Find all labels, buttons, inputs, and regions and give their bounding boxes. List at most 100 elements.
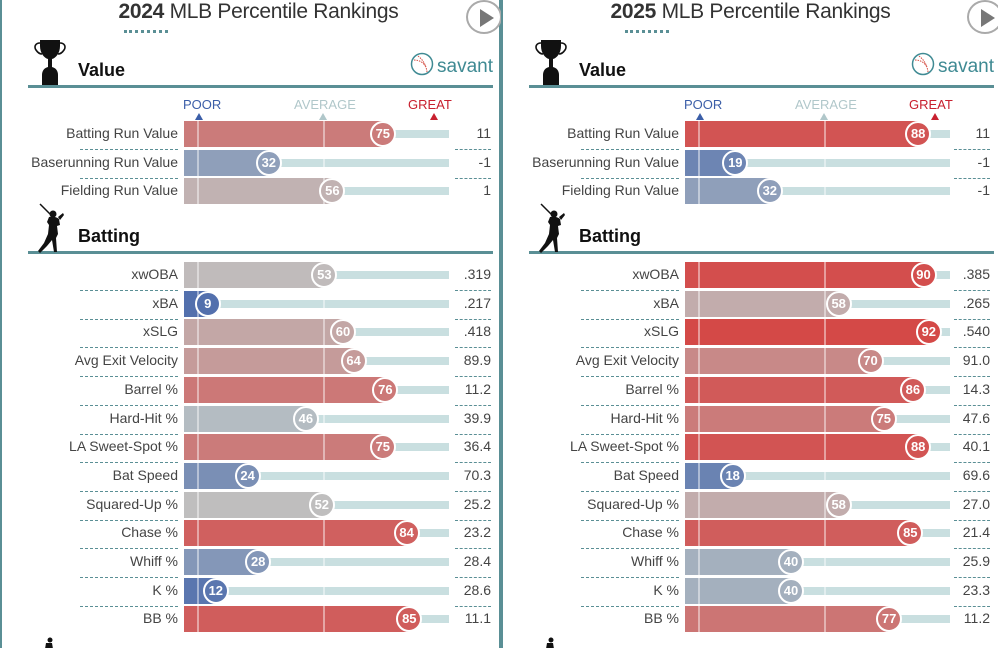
metric-row[interactable]: K % 40 23.3 xyxy=(503,577,998,607)
metric-row[interactable]: Batting Run Value 88 11 xyxy=(503,121,998,150)
metric-row[interactable]: xBA 9 .217 xyxy=(2,290,499,320)
scale-poor-marker xyxy=(696,113,704,120)
row-divider xyxy=(954,519,990,521)
metric-row[interactable]: Squared-Up % 58 27.0 xyxy=(503,491,998,521)
metric-row[interactable]: Chase % 85 21.4 xyxy=(503,520,998,550)
row-divider xyxy=(455,376,491,378)
metric-value: 11.2 xyxy=(963,610,990,627)
metric-row[interactable]: xSLG 60 .418 xyxy=(2,319,499,349)
poor-gridline xyxy=(197,348,199,375)
metric-row[interactable]: Bat Speed 18 69.6 xyxy=(503,462,998,492)
metric-row[interactable]: LA Sweet-Spot % 88 40.1 xyxy=(503,434,998,464)
metric-value: 11 xyxy=(975,125,990,141)
metric-row[interactable]: xwOBA 90 .385 xyxy=(503,262,998,291)
row-divider xyxy=(581,149,679,150)
metric-row[interactable]: xSLG 92 .540 xyxy=(503,319,998,349)
row-divider xyxy=(80,149,178,150)
metric-label: Whiff % xyxy=(130,553,178,569)
metric-row[interactable]: Avg Exit Velocity 70 91.0 xyxy=(503,348,998,378)
metric-row[interactable]: Squared-Up % 52 25.2 xyxy=(2,491,499,521)
row-divider xyxy=(80,290,178,291)
metric-label: Baserunning Run Value xyxy=(532,153,679,170)
metric-label: Whiff % xyxy=(631,553,679,569)
metric-label: Barrel % xyxy=(124,380,178,397)
metric-row[interactable]: Batting Run Value 75 11 xyxy=(2,121,499,150)
poor-gridline xyxy=(698,606,700,633)
section-header-batting: Batting xyxy=(529,203,994,254)
row-divider xyxy=(581,490,679,492)
metric-label: Barrel % xyxy=(625,380,679,397)
scale-great-label: GREAT xyxy=(408,97,452,112)
play-button[interactable] xyxy=(967,0,998,34)
metric-row[interactable]: Avg Exit Velocity 64 89.9 xyxy=(2,348,499,378)
section-header-batting: Batting xyxy=(28,203,493,254)
average-gridline xyxy=(824,577,826,604)
row-divider xyxy=(80,462,178,464)
savant-link[interactable]: savant xyxy=(410,52,493,82)
metric-value: .319 xyxy=(463,266,491,282)
metric-row[interactable]: Hard-Hit % 75 47.6 xyxy=(503,405,998,435)
metric-label: Batting Run Value xyxy=(66,125,178,141)
metric-row[interactable]: Baserunning Run Value 19 -1 xyxy=(503,149,998,179)
percentile-bubble: 92 xyxy=(915,319,942,346)
percentile-bar xyxy=(184,262,325,288)
trophy-icon xyxy=(535,38,567,93)
row-divider xyxy=(954,490,990,492)
percentile-bubble: 40 xyxy=(778,549,804,575)
row-divider xyxy=(581,519,679,521)
metric-row[interactable]: Chase % 84 23.2 xyxy=(2,520,499,550)
metric-row[interactable]: LA Sweet-Spot % 75 36.4 xyxy=(2,434,499,464)
row-divider xyxy=(954,376,990,378)
metric-row[interactable]: Barrel % 86 14.3 xyxy=(503,376,998,406)
metric-label: Batting Run Value xyxy=(567,125,679,141)
panel-2024: 2024 MLB Percentile Rankings POOR AVERAGE G… xyxy=(0,0,502,648)
poor-gridline xyxy=(698,491,700,518)
poor-gridline xyxy=(197,520,199,547)
metric-row[interactable]: Fielding Run Value 32 -1 xyxy=(503,178,998,205)
metric-row[interactable]: xBA 58 .265 xyxy=(503,290,998,320)
metric-label: xwOBA xyxy=(131,266,178,282)
percentile-bubble: 58 xyxy=(825,290,852,317)
metric-row[interactable]: BB % 77 11.2 xyxy=(503,606,998,633)
metric-row[interactable]: Whiff % 28 28.4 xyxy=(2,549,499,578)
metric-label: LA Sweet-Spot % xyxy=(69,438,178,455)
percentile-bar xyxy=(685,178,770,205)
poor-gridline xyxy=(698,405,700,432)
section-title: Value xyxy=(78,60,126,80)
metric-row[interactable]: Whiff % 40 25.9 xyxy=(503,549,998,578)
section-header-value: Value savant xyxy=(529,40,994,88)
metric-row[interactable]: BB % 85 11.1 xyxy=(2,606,499,633)
metric-row[interactable]: Barrel % 76 11.2 xyxy=(2,376,499,406)
metric-row[interactable]: Hard-Hit % 46 39.9 xyxy=(2,405,499,435)
metric-row[interactable]: Bat Speed 24 70.3 xyxy=(2,462,499,492)
metric-label: xBA xyxy=(152,294,178,311)
row-divider xyxy=(455,149,491,150)
average-gridline xyxy=(323,149,325,176)
metric-label: K % xyxy=(152,581,178,598)
metric-value: 28.6 xyxy=(463,581,491,598)
row-divider xyxy=(455,318,491,320)
percentile-bubble: 12 xyxy=(202,577,229,604)
savant-link[interactable]: savant xyxy=(911,52,994,82)
row-divider xyxy=(954,347,990,349)
metric-label: Bat Speed xyxy=(613,466,679,483)
metric-row[interactable]: K % 12 28.6 xyxy=(2,577,499,607)
row-divider xyxy=(455,490,491,492)
metric-value: -1 xyxy=(478,153,491,170)
play-button[interactable] xyxy=(466,0,502,34)
row-divider xyxy=(581,376,679,378)
percentile-bar xyxy=(184,121,383,147)
row-divider xyxy=(455,347,491,349)
metric-row[interactable]: Baserunning Run Value 32 -1 xyxy=(2,149,499,179)
metric-row[interactable]: xwOBA 53 .319 xyxy=(2,262,499,291)
metric-label: BB % xyxy=(142,610,178,627)
metric-value: 11 xyxy=(476,125,491,141)
savant-label: savant xyxy=(437,56,493,77)
metric-label: Hard-Hit % xyxy=(109,409,178,426)
panel-2025: 2025 MLB Percentile Rankings POOR AVERAGE G… xyxy=(501,0,998,648)
percentile-bubble: 18 xyxy=(719,462,746,489)
percentile-bar xyxy=(184,606,410,633)
average-gridline xyxy=(323,606,325,633)
metric-row[interactable]: Fielding Run Value 56 1 xyxy=(2,178,499,205)
percentile-bar xyxy=(685,520,911,547)
